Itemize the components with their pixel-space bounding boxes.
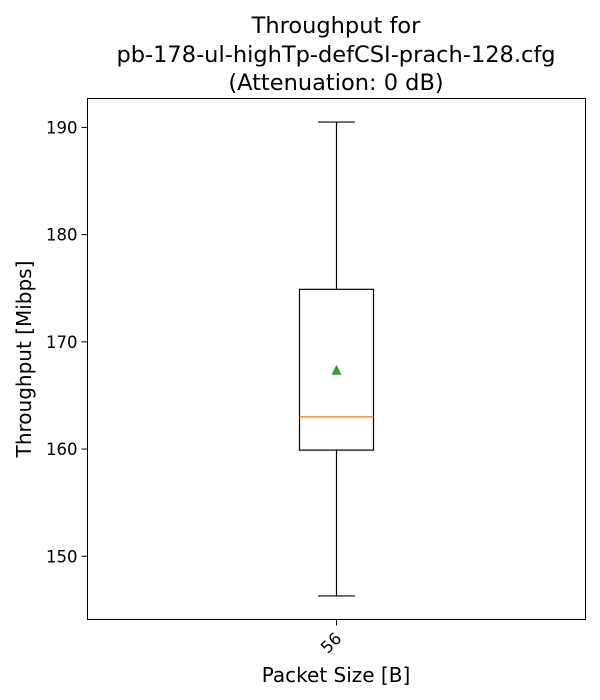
box-56 [298,121,375,597]
box-series [298,121,375,597]
x-axis: 56 [317,619,345,657]
y-tick-label: 180 [46,226,78,245]
x-axis-label: Packet Size [B] [262,663,411,687]
y-tick-label: 190 [46,118,78,137]
y-tick-label: 170 [46,333,78,352]
y-axis: 150 160 170 180 190 [46,118,88,566]
mean-marker [331,364,342,375]
chart-title: Throughput for pb-178-ul-highTp-defCSI-p… [116,13,555,96]
y-tick-label: 150 [46,547,78,566]
title-line-1: Throughput for [251,13,422,39]
x-tick-label: 56 [317,629,345,657]
iqr-box [298,288,375,451]
y-tick-label: 160 [46,440,78,459]
title-line-2: pb-178-ul-highTp-defCSI-prach-128.cfg [116,42,555,68]
y-axis-label: Throughput [Mibps] [12,261,36,459]
title-line-3: (Attenuation: 0 dB) [228,70,443,96]
